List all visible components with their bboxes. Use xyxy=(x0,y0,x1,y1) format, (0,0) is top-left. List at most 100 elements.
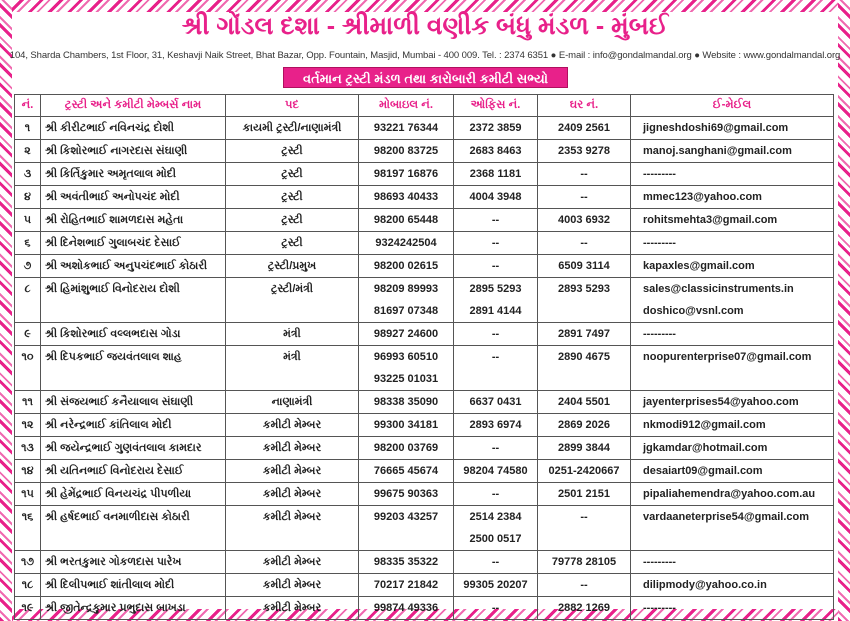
mobile-number-line: 93221 76344 xyxy=(373,122,439,134)
mobile-number-line: 98335 35322 xyxy=(373,556,439,568)
email-address-line[interactable]: jigneshdoshi69@gmail.com xyxy=(643,122,789,134)
member-post: કમીટી મેમ્બર xyxy=(225,550,359,574)
mobile-number: 96993 60510 93225 01031 xyxy=(358,345,454,391)
email-address: vardaaneterprise54@gmail.com xyxy=(630,505,834,551)
office-number-line: 2893 6974 xyxy=(469,419,522,431)
member-number: ૭ xyxy=(14,254,41,278)
home-number: 79778 28105 xyxy=(537,550,631,574)
home-number-line: -- xyxy=(580,511,588,523)
member-post: મંત્રી xyxy=(225,345,359,391)
member-name: શ્રી અશોકભાઈ અનુપચંદભાઈ કોઠારી xyxy=(40,254,226,278)
member-name: શ્રી અવંતીભાઈ અનોપચંદ મોદી xyxy=(40,185,226,209)
email-address-line[interactable]: noopurenterprise07@gmail.com xyxy=(643,351,812,363)
member-name: શ્રી દિનેશભાઈ ગુલાબચંદ દેસાઈ xyxy=(40,231,226,255)
office-number-line: 2500 0517 xyxy=(469,533,522,545)
email-address-line[interactable]: sales@classicinstruments.in xyxy=(643,283,794,295)
member-number: ૨ xyxy=(14,139,41,163)
office-number: 99305 20207 xyxy=(453,573,538,597)
home-number: -- xyxy=(537,185,631,209)
table-row: ૧૦ શ્રી દિપકભાઈ જયવંતલાલ શાહ મંત્રી 96993 6… xyxy=(14,345,834,391)
home-number-line: -- xyxy=(580,168,588,180)
member-number: ૧૬ xyxy=(14,505,41,551)
email-address-line[interactable]: vardaaneterprise54@gmail.com xyxy=(643,511,810,523)
mobile-number-line: 98209 89993 xyxy=(373,283,439,295)
home-number: 6509 3114 xyxy=(537,254,631,278)
email-address-line[interactable]: desaiart09@gmail.com xyxy=(643,465,763,477)
home-number-line: 2891 7497 xyxy=(558,328,610,340)
member-name: શ્રી જયેન્દ્રભાઈ ગુણવંતલાલ કામદાર xyxy=(40,436,226,460)
home-number: 2404 5501 xyxy=(537,390,631,414)
email-address: nkmodi912@gmail.com xyxy=(630,413,834,437)
member-number: ૯ xyxy=(14,322,41,346)
email-address-line[interactable]: jgkamdar@hotmail.com xyxy=(643,442,768,454)
member-name: શ્રી કીરીટભાઈ નવિનચંદ્ર દોશી xyxy=(40,116,226,140)
table-row: ૬ શ્રી દિનેશભાઈ ગુલાબચંદ દેસાઈ ટ્રસ્ટી 9324… xyxy=(14,231,834,255)
office-number: 2895 5293 2891 4144 xyxy=(453,277,538,323)
mobile-number-line: 98200 65448 xyxy=(373,214,439,226)
office-number-line: -- xyxy=(491,602,500,614)
email-address-line: --------- xyxy=(643,328,676,340)
email-address-line[interactable]: jayenterprises54@yahoo.com xyxy=(643,396,799,408)
mobile-number: 98200 83725 xyxy=(358,139,454,163)
member-post: ટ્રસ્ટી/મંત્રી xyxy=(225,277,359,323)
member-number: ૧૫ xyxy=(14,482,41,506)
table-row: ૭ શ્રી અશોકભાઈ અનુપચંદભાઈ કોઠારી ટ્રસ્ટી/પ… xyxy=(14,254,834,278)
member-number: ૧૦ xyxy=(14,345,41,391)
email-address-line[interactable]: rohitsmehta3@gmail.com xyxy=(643,214,778,226)
email-address-line[interactable]: pipaliahemendra@yahoo.com.au xyxy=(643,488,816,500)
home-number-line: 4003 6932 xyxy=(558,214,610,226)
office-number-line: -- xyxy=(491,351,500,363)
mobile-number: 76665 45674 xyxy=(358,459,454,483)
mobile-number-line: 96993 60510 xyxy=(373,351,439,363)
member-name: શ્રી કિર્તિકુમાર અમૃતલાલ મોદી xyxy=(40,162,226,186)
member-number: ૫ xyxy=(14,208,41,232)
member-number: ૧૨ xyxy=(14,413,41,437)
member-post: ટ્રસ્ટી xyxy=(225,185,359,209)
home-number-line: 2899 3844 xyxy=(558,442,610,454)
email-address-line[interactable]: manoj.sanghani@gmail.com xyxy=(643,145,792,157)
mobile-number: 98693 40433 xyxy=(358,185,454,209)
office-number: -- xyxy=(453,231,538,255)
mobile-number-line: 98200 02615 xyxy=(373,260,439,272)
mobile-number: 93221 76344 xyxy=(358,116,454,140)
email-address-line[interactable]: doshico@vsnl.com xyxy=(643,305,744,317)
email-address: rohitsmehta3@gmail.com xyxy=(630,208,834,232)
mobile-number-line: 93225 01031 xyxy=(373,373,439,385)
table-row: ૧૯ શ્રી જીતેન્દ્રકુમાર પ્રભુદાસ બાખડા કમીટ… xyxy=(14,596,834,620)
home-number-line: 2409 2561 xyxy=(558,122,610,134)
email-address: sales@classicinstruments.in doshico@vsnl.… xyxy=(630,277,834,323)
office-number: 2368 1181 xyxy=(453,162,538,186)
home-number: 2890 4675 xyxy=(537,345,631,391)
email-address: --------- xyxy=(630,162,834,186)
table-header-row: નં. ટ્રસ્ટી અને કમીટી મેમ્બર્સ નામ પદ મો… xyxy=(14,94,834,117)
home-number: 2409 2561 xyxy=(537,116,631,140)
member-number: ૧૮ xyxy=(14,573,41,597)
member-post: ટ્રસ્ટી xyxy=(225,139,359,163)
office-number: -- xyxy=(453,482,538,506)
home-number: 0251-2420667 xyxy=(537,459,631,483)
email-address-line[interactable]: mmec123@yahoo.com xyxy=(643,191,762,203)
table-row: ૯ શ્રી કિશોરભાઈ વલ્લભદાસ ગોડા મંત્રી 98927 … xyxy=(14,322,834,346)
col-header-mobile: મોબાઇલ નં. xyxy=(358,94,454,117)
mobile-number-line: 98200 83725 xyxy=(373,145,439,157)
mobile-number: 99300 34181 xyxy=(358,413,454,437)
page-title: શ્રી ગોંડલ દશા - શ્રીમાળી વણીક બંધુ મંડળ… xyxy=(181,12,669,40)
member-name: શ્રી દિપકભાઈ જયવંતલાલ શાહ xyxy=(40,345,226,391)
member-name: શ્રી જીતેન્દ્રકુમાર પ્રભુદાસ બાખડા xyxy=(40,596,226,620)
mobile-number: 9324242504 xyxy=(358,231,454,255)
office-number-line: 2683 8463 xyxy=(469,145,522,157)
member-post: કમીટી મેમ્બર xyxy=(225,505,359,551)
mobile-number: 99675 90363 xyxy=(358,482,454,506)
email-address-line[interactable]: dilipmody@yahoo.co.in xyxy=(643,579,767,591)
office-number: -- xyxy=(453,596,538,620)
email-address-line[interactable]: nkmodi912@gmail.com xyxy=(643,419,766,431)
email-address-line[interactable]: kapaxles@gmail.com xyxy=(643,260,755,272)
office-number-line: -- xyxy=(491,214,500,226)
table-row: ૮ શ્રી હિમાંશુભાઈ વિનોદરાય દોશી ટ્રસ્ટી/મં… xyxy=(14,277,834,323)
mobile-number-line: 76665 45674 xyxy=(373,465,439,477)
table-row: ૩ શ્રી કિર્તિકુમાર અમૃતલાલ મોદી ટ્રસ્ટી 981… xyxy=(14,162,834,186)
member-post: કમીટી મેમ્બર xyxy=(225,596,359,620)
office-number: -- xyxy=(453,254,538,278)
email-address: mmec123@yahoo.com xyxy=(630,185,834,209)
member-post: કમીટી મેમ્બર xyxy=(225,436,359,460)
